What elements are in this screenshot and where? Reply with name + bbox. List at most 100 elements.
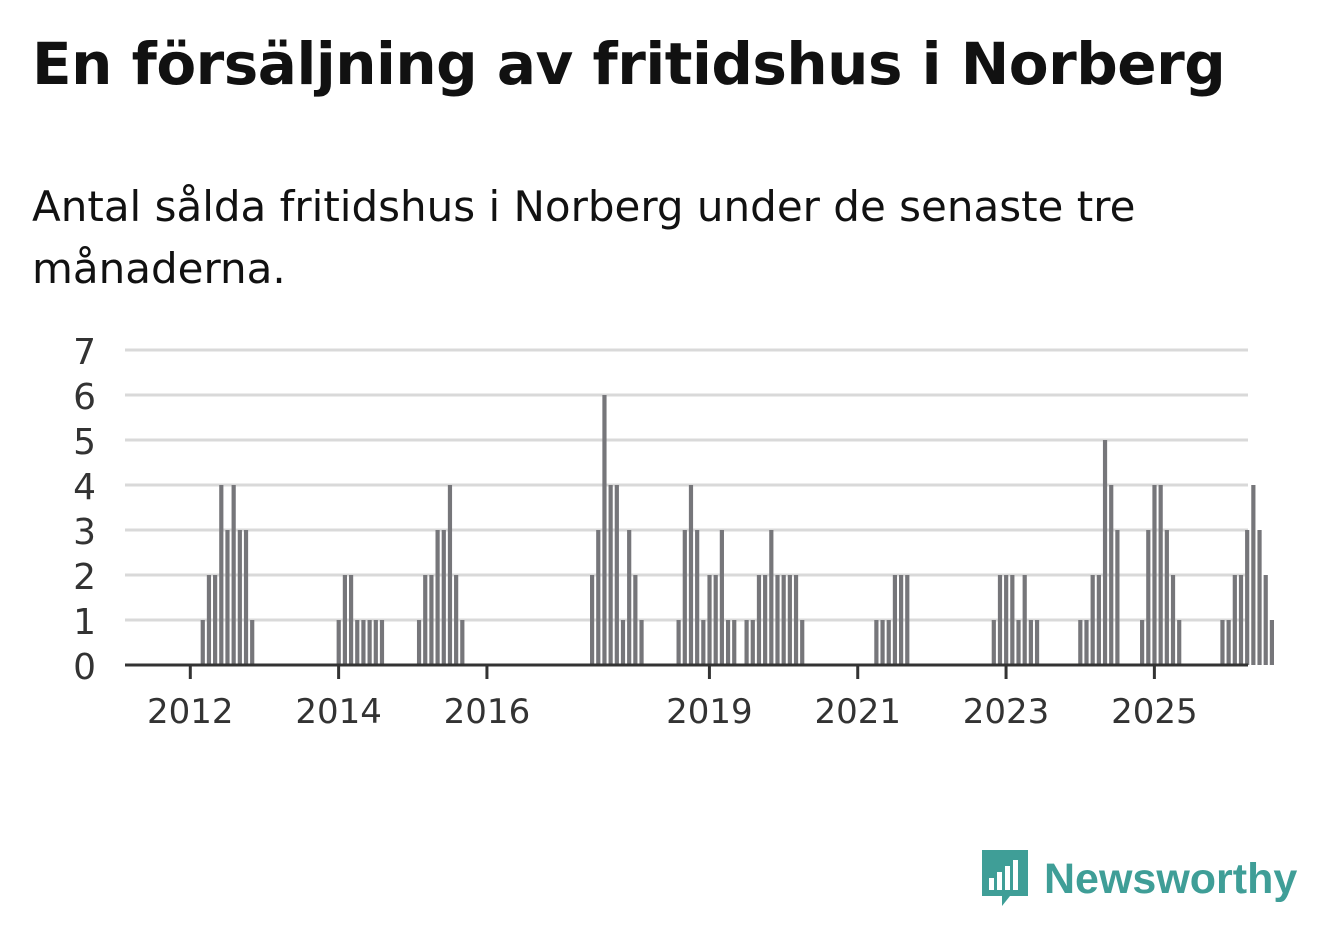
- y-tick-label: 2: [73, 557, 96, 598]
- bar: [1158, 485, 1163, 665]
- bar: [342, 575, 347, 665]
- newsworthy-logo-icon: [982, 850, 1028, 906]
- bar: [787, 575, 792, 665]
- bar: [1226, 620, 1231, 665]
- bar: [1096, 575, 1101, 665]
- bar: [213, 575, 218, 665]
- bar: [880, 620, 885, 665]
- y-tick-label: 5: [73, 422, 96, 463]
- bar: [429, 575, 434, 665]
- bar: [620, 620, 626, 665]
- bar: [1170, 575, 1176, 665]
- bar: [781, 575, 786, 665]
- bar: [336, 620, 341, 665]
- bar: [1028, 620, 1033, 665]
- bar: [763, 575, 768, 665]
- bar: [688, 485, 694, 665]
- y-tick-label: 1: [73, 602, 96, 643]
- bar: [719, 530, 724, 665]
- chart-subtitle: Antal sålda fritidshus i Norberg under d…: [32, 182, 1136, 293]
- bar: [905, 575, 910, 665]
- bar: [441, 530, 446, 665]
- bar: [707, 575, 712, 665]
- bar: [1034, 620, 1040, 665]
- bar: [695, 530, 700, 665]
- chart-title: En försäljning av fritidshus i Norberg: [32, 30, 1226, 98]
- bar: [713, 575, 718, 665]
- bar: [1078, 620, 1083, 665]
- bar: [243, 530, 249, 665]
- bar: [435, 530, 440, 665]
- bar: [1251, 485, 1256, 665]
- bar: [1257, 530, 1262, 665]
- bar: [1102, 440, 1108, 665]
- bar: [633, 575, 638, 665]
- bar: [231, 485, 236, 665]
- y-tick-label: 0: [73, 647, 96, 688]
- bar: [1016, 620, 1021, 665]
- bar: [676, 620, 681, 665]
- y-tick-label: 7: [73, 332, 96, 373]
- bar: [1238, 575, 1244, 665]
- bar: [756, 575, 762, 665]
- bar: [892, 575, 898, 665]
- bar: [744, 620, 749, 665]
- bar: [701, 620, 706, 665]
- bar: [682, 530, 687, 665]
- bar: [732, 620, 737, 665]
- bar: [1010, 575, 1015, 665]
- bar: [454, 575, 459, 665]
- bar: [1164, 530, 1169, 665]
- brand-name: Newsworthy: [1044, 854, 1298, 903]
- bar: [800, 620, 805, 665]
- bar: [1152, 485, 1157, 665]
- bar: [1004, 575, 1009, 665]
- bar: [225, 530, 230, 665]
- x-tick-label: 2012: [147, 692, 234, 732]
- bar: [423, 575, 428, 665]
- bar: [348, 575, 354, 665]
- bar: [1269, 620, 1274, 665]
- x-tick-label: 2014: [295, 692, 382, 732]
- x-tick-label: 2023: [963, 692, 1050, 732]
- bar: [997, 575, 1003, 665]
- bar: [379, 620, 385, 665]
- bar: [355, 620, 360, 665]
- bar: [596, 530, 601, 665]
- x-axis: 2012 2014 2016 2019 2021 2023 2025: [125, 663, 1248, 732]
- bar: [206, 575, 212, 665]
- bar: [1115, 530, 1120, 665]
- chart-bars: 1: [200, 395, 1274, 665]
- bar: [237, 530, 242, 665]
- bar: [361, 620, 366, 665]
- bar: [1220, 620, 1225, 665]
- x-tick-label: 2021: [814, 692, 901, 732]
- bar: [460, 620, 465, 665]
- y-tick-label: 4: [73, 467, 96, 508]
- bar: [219, 485, 224, 665]
- bar: [1146, 530, 1151, 665]
- bar: [627, 530, 632, 665]
- bar: [1090, 575, 1095, 665]
- bar: [750, 620, 755, 665]
- bar: [590, 575, 595, 665]
- bar: [1084, 620, 1089, 665]
- bar: [1022, 575, 1027, 665]
- bar: [1245, 530, 1250, 665]
- x-tick-label: 2019: [666, 692, 753, 732]
- bar: [614, 485, 619, 665]
- bar: [1109, 485, 1114, 665]
- bar: [725, 620, 731, 665]
- y-tick-label: 3: [73, 512, 96, 553]
- bar: [608, 485, 613, 665]
- bar: [373, 620, 378, 665]
- bar: [899, 575, 904, 665]
- bar: [769, 530, 774, 665]
- bar: [1263, 575, 1268, 665]
- bar: [793, 575, 799, 665]
- bar: [991, 620, 996, 665]
- x-tick-label: 2016: [444, 692, 531, 732]
- bar: [200, 620, 205, 665]
- x-tick-label: 2025: [1111, 692, 1198, 732]
